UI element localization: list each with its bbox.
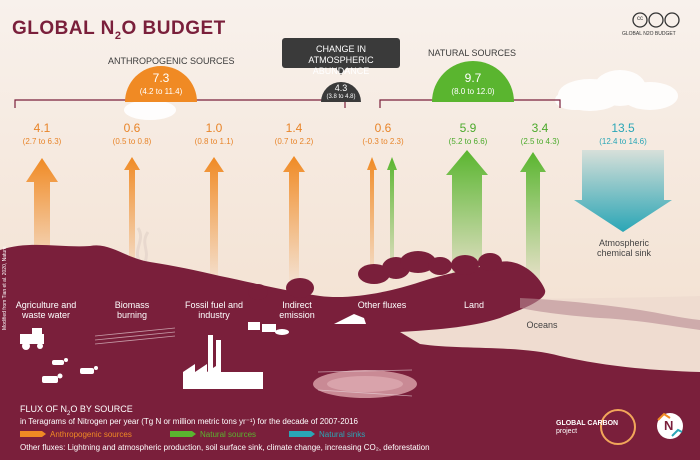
- credit: Modified from Tian et al. 2020, Nature: [2, 246, 8, 330]
- label-agriculture: Agriculture and waste water: [15, 300, 77, 320]
- flux-value-fossil: 1.0 (0.8 to 1.1): [194, 121, 234, 147]
- natural-bubble: [432, 61, 514, 102]
- label-land: Land: [463, 300, 485, 310]
- global-carbon-project-logo: [600, 409, 636, 445]
- label-biomass: Biomass burning: [114, 300, 150, 320]
- clouds: [124, 70, 678, 120]
- factory: [183, 335, 263, 389]
- flux-value-indirect: 1.4 (0.7 to 2.2): [274, 121, 314, 147]
- legend-heading: FLUX OF N2O BY SOURCE: [20, 404, 133, 417]
- anthropogenic-total-value: 7.3: [152, 71, 170, 85]
- change-total-value: 4.3: [334, 83, 348, 93]
- legend-other-fluxes: Other fluxes: Lightning and atmospheric …: [20, 443, 430, 452]
- flux-value-agriculture: 4.1 (2.7 to 6.3): [22, 121, 62, 147]
- legend-item-anthropogenic: Anthropogenic sources: [50, 430, 132, 439]
- natural-sources-heading: NATURAL SOURCES: [428, 48, 517, 58]
- coast-shelf: [520, 298, 700, 330]
- legend-item-sinks: Natural sinks: [319, 430, 366, 439]
- label-oceans: Oceans: [526, 320, 558, 330]
- gcp-logo-text: GLOBAL CARBON project: [556, 420, 619, 435]
- change-bubble: [321, 82, 361, 102]
- flux-value-other: 0.6 (-0.3 to 2.3): [362, 121, 404, 147]
- boat: [334, 314, 366, 324]
- cc-badges: [632, 12, 680, 28]
- land-arrow: [446, 150, 488, 285]
- fossil-arrow: [204, 157, 224, 280]
- legend-units: in Teragrams of Nitrogen per year (Tg N …: [20, 417, 358, 426]
- natural-total: 9.7 (8.0 to 12.0): [438, 72, 508, 98]
- page-title: GLOBAL N2O BUDGET: [12, 18, 226, 42]
- anthropogenic-total: 7.3 (4.2 to 11.4): [131, 72, 191, 98]
- change-callout: [282, 38, 400, 68]
- trees: [248, 251, 502, 300]
- biomass-arrow: [124, 157, 140, 272]
- cows: [42, 358, 98, 383]
- natural-total-range: (8.0 to 12.0): [451, 87, 495, 96]
- ocean-arrow: [520, 152, 546, 285]
- cc-label: GLOBAL N2O BUDGET: [622, 31, 676, 37]
- flux-value-land: 5.9 (5.2 to 6.6): [448, 121, 488, 147]
- label-other: Other fluxes: [357, 300, 407, 310]
- legend-swatch-sinks: [289, 431, 315, 437]
- agriculture-arrow: [26, 158, 58, 272]
- label-fossil: Fossil fuel and industry: [184, 300, 244, 320]
- flux-value-oceans: 3.4 (2.5 to 4.3): [520, 121, 560, 147]
- other-arrow-orange: [367, 157, 377, 280]
- cc-text: cc: [637, 16, 643, 22]
- label-sink: Atmospheric chemical sink: [596, 238, 652, 258]
- anthropogenic-total-range: (4.2 to 11.4): [139, 87, 183, 96]
- label-indirect: Indirect emission: [279, 300, 315, 320]
- sink-arrow: [574, 150, 672, 232]
- legend-swatch-natural: [170, 431, 196, 437]
- flux-arrows: [26, 150, 672, 285]
- change-abundance-heading: CHANGE IN ATMOSPHERIC ABUNDANCE: [308, 44, 374, 76]
- flux-value-sink: 13.5 (12.4 to 14.6): [599, 121, 647, 147]
- natural-total-value: 9.7: [464, 71, 482, 85]
- change-total: 4.3 (3.8 to 4.8): [316, 84, 366, 102]
- indirect-arrow: [283, 156, 305, 280]
- anthropogenic-sources-heading: ANTHROPOGENIC SOURCES: [108, 56, 235, 66]
- field-rows: [94, 327, 413, 397]
- other-arrow-green: [387, 157, 397, 280]
- n2o-logo-letter: N: [664, 418, 674, 433]
- flux-value-biomass: 0.6 (0.5 to 0.8): [112, 121, 152, 147]
- legend-swatch-anthropogenic: [20, 431, 46, 437]
- treatment-plant: [248, 322, 289, 335]
- change-total-range: (3.8 to 4.8): [326, 94, 356, 100]
- n2o-logo: [657, 412, 683, 439]
- tractor: [20, 328, 44, 350]
- anthropogenic-bubble: [125, 66, 197, 102]
- legend-item-natural: Natural sources: [200, 430, 257, 439]
